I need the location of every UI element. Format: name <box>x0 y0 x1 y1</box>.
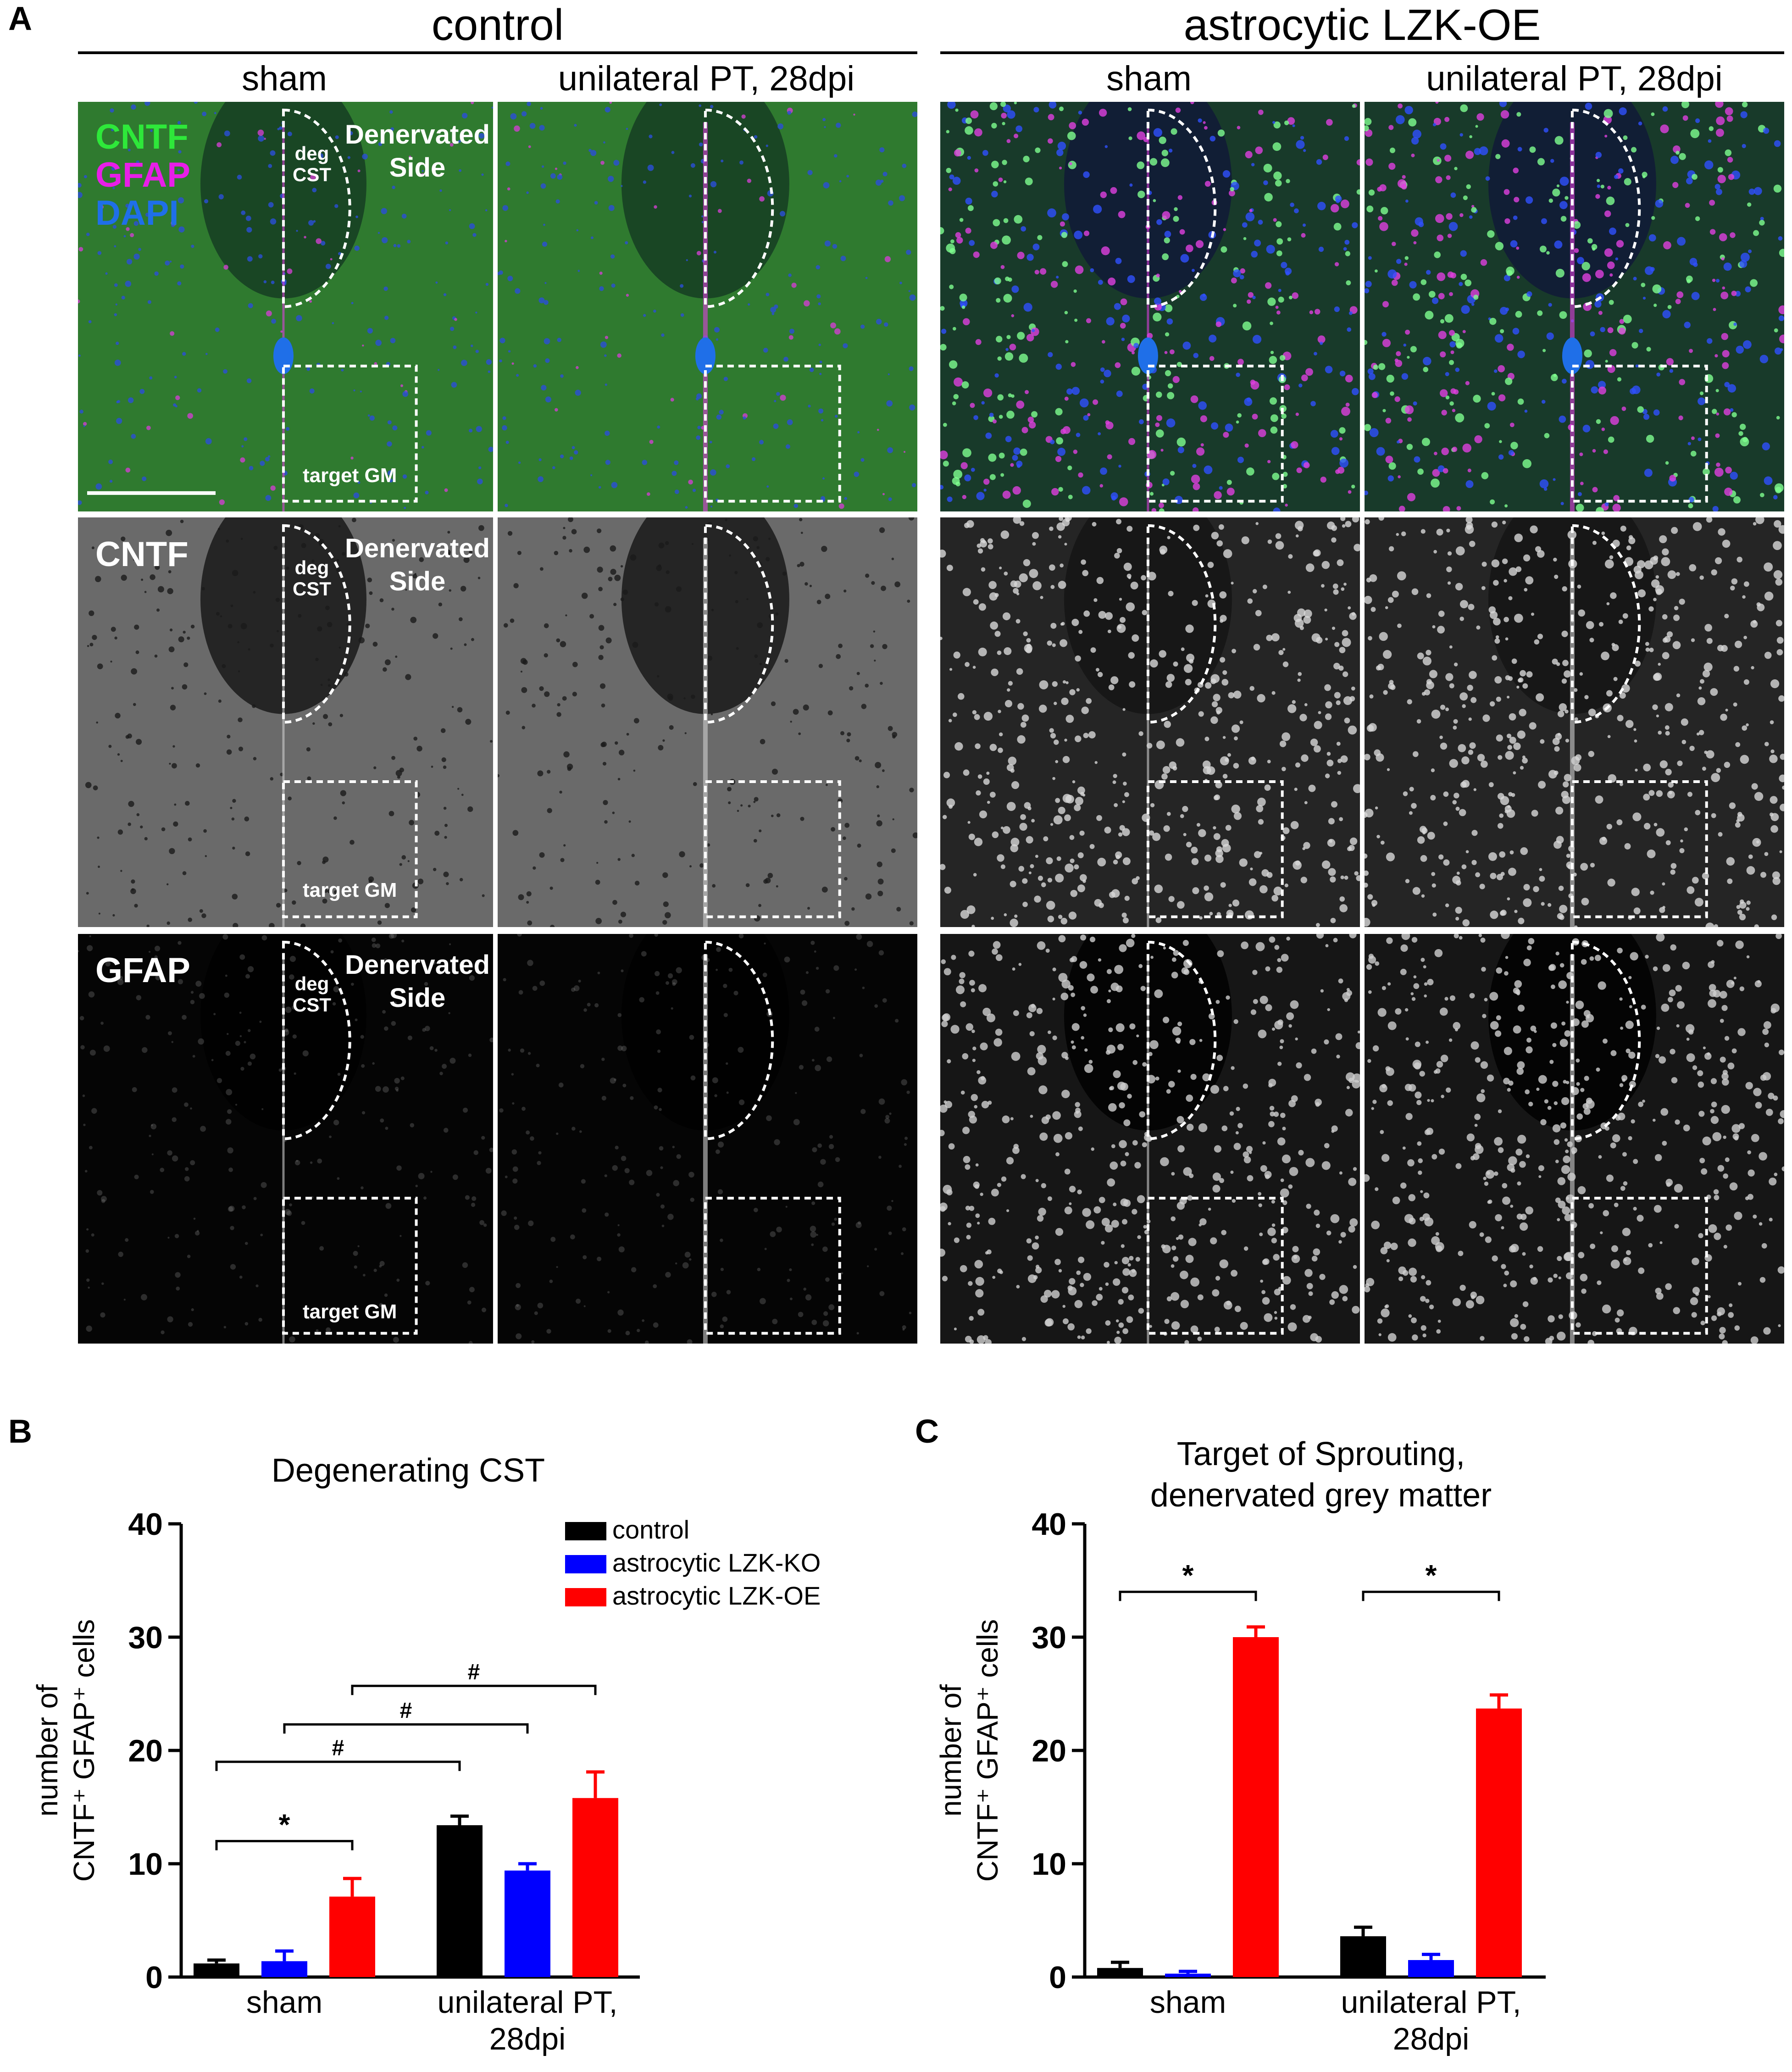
panel-a-letter: A <box>8 0 32 37</box>
significance-label: # <box>400 1699 412 1723</box>
bar <box>1408 1960 1454 1977</box>
micrograph-tile <box>1365 102 1784 511</box>
panel-c-letter: C <box>915 1413 939 1450</box>
micrograph-tile <box>1365 517 1784 927</box>
y-axis-label: number of CNTF⁺ GFAP⁺ cells <box>934 1619 1004 1882</box>
significance-bracket <box>1119 1590 1257 1601</box>
bar <box>261 1961 307 1977</box>
target-gm-label-row3: target GM <box>303 1300 397 1323</box>
denervated-label-row3: Denervated Side <box>345 950 490 1013</box>
x-tick-label: 28dpi <box>489 2022 566 2056</box>
y-tick-label: 20 <box>128 1733 163 1768</box>
y-tick-label: 0 <box>1049 1960 1066 1995</box>
micrograph-tile <box>498 934 917 1344</box>
denervated-label-row2: Denervated Side <box>345 533 490 596</box>
y-axis-label-line2: CNTF⁺ GFAP⁺ cells <box>971 1619 1004 1882</box>
legend-dapi: DAPI <box>95 194 179 233</box>
legend-label: astrocytic LZK-OE <box>612 1581 821 1610</box>
group-title-control: control <box>431 0 564 50</box>
y-tick-label: 0 <box>145 1960 163 1995</box>
chart-b-title: Degenerating CST <box>271 1452 545 1489</box>
micrograph-tile <box>78 102 493 511</box>
column-title-oe-sham: sham <box>1106 59 1192 98</box>
panel-b-letter: B <box>8 1413 32 1450</box>
bar <box>194 1963 239 1977</box>
micrograph-tile <box>940 517 1360 927</box>
bar <box>437 1825 483 1977</box>
legend-gfap: GFAP <box>95 156 190 194</box>
significance-label: # <box>332 1736 344 1761</box>
y-tick-label: 10 <box>1032 1847 1066 1882</box>
column-title-oe-pt: unilateral PT, 28dpi <box>1426 59 1723 98</box>
y-tick-label: 20 <box>1032 1733 1066 1768</box>
legend-swatch <box>565 1588 606 1606</box>
significance-label: # <box>468 1660 480 1684</box>
target-gm-label-row1: target GM <box>303 464 397 487</box>
bar <box>1165 1973 1211 1977</box>
bar <box>329 1896 375 1977</box>
deg-cst-label-row2: deg CST <box>293 557 331 600</box>
chart-c: 0 10 20 30 40 number of CNTF⁺ GFAP⁺ cells sham u… <box>934 1507 1546 2056</box>
y-axis-label-line1: number of <box>934 1684 967 1816</box>
chart-b: 0 10 20 30 40 number of CNTF⁺ GFAP⁺ cells sham u… <box>31 1507 821 2056</box>
group-title-lzk-oe: astrocytic LZK-OE <box>1183 0 1541 50</box>
y-axis-label-line1: number of <box>31 1684 64 1816</box>
legend-cntf: CNTF <box>95 117 189 156</box>
significance-bracket <box>351 1684 597 1695</box>
micrograph-tile <box>498 517 917 927</box>
micrograph-tile <box>78 934 493 1344</box>
x-tick-label: unilateral PT, <box>1341 1985 1521 2020</box>
significance-bracket <box>1362 1590 1500 1601</box>
micrograph-tile <box>1365 934 1784 1344</box>
target-gm-label-row2: target GM <box>303 879 397 901</box>
group-underline-lzk-oe <box>940 51 1784 54</box>
y-axis-label: number of CNTF⁺ GFAP⁺ cells <box>31 1619 100 1882</box>
bar <box>1340 1936 1386 1977</box>
significance-label: * <box>279 1808 290 1841</box>
row-label-gfap: GFAP <box>95 951 190 990</box>
denervated-label-row1: Denervated Side <box>345 120 490 183</box>
legend-swatch <box>565 1522 606 1540</box>
group-underline-control <box>78 51 917 54</box>
y-tick-label: 10 <box>128 1847 163 1882</box>
y-tick-label: 30 <box>1032 1620 1066 1655</box>
deg-cst-label-row1: deg CST <box>293 143 331 185</box>
deg-cst-label-row3: deg CST <box>293 973 331 1016</box>
micrograph-tile <box>940 102 1360 511</box>
legend-swatch <box>565 1555 606 1573</box>
chart-c-title-line1: Target of Sprouting, <box>1176 1436 1465 1472</box>
y-tick-label: 30 <box>128 1620 163 1655</box>
row-label-cntf: CNTF <box>95 535 189 574</box>
x-tick-label: sham <box>1150 1985 1226 2020</box>
significance-bracket <box>215 1761 461 1771</box>
bar <box>1476 1708 1522 1977</box>
bar <box>572 1798 618 1977</box>
y-tick-label: 40 <box>128 1507 163 1542</box>
x-tick-label: sham <box>246 1985 322 2020</box>
bar <box>1233 1637 1279 1977</box>
bar <box>1097 1968 1143 1977</box>
micrograph-tile <box>940 934 1360 1344</box>
micrograph-tile <box>498 102 917 511</box>
significance-label: * <box>1182 1559 1194 1592</box>
column-title-control-sham: sham <box>242 59 327 98</box>
legend-label: control <box>612 1515 689 1544</box>
column-title-control-pt: unilateral PT, 28dpi <box>558 59 855 98</box>
significance-bracket <box>215 1840 354 1850</box>
x-tick-label: unilateral PT, <box>437 1985 617 2020</box>
chart-c-title-line2: denervated grey matter <box>1150 1477 1492 1514</box>
chart-c-title: Target of Sprouting, denervated grey mat… <box>1046 1433 1596 1516</box>
micrograph-tile <box>78 517 493 927</box>
y-axis-label-line2: CNTF⁺ GFAP⁺ cells <box>67 1619 100 1882</box>
bar <box>505 1870 550 1977</box>
x-tick-label: 28dpi <box>1393 2022 1469 2056</box>
y-tick-label: 40 <box>1032 1507 1066 1542</box>
legend-label: astrocytic LZK-KO <box>612 1548 821 1577</box>
significance-bracket <box>283 1723 529 1734</box>
significance-label: * <box>1426 1559 1437 1592</box>
